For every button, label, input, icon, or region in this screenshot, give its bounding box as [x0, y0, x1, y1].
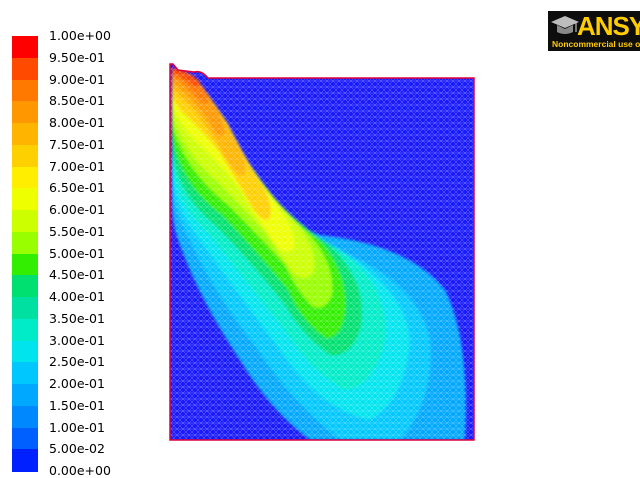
colorbar-swatch — [12, 449, 38, 472]
colorbar-swatch — [12, 384, 38, 407]
colorbar-swatch — [12, 405, 38, 428]
colorbar-swatch — [12, 210, 38, 233]
colorbar-swatch — [12, 144, 38, 167]
colorbar-label: 3.50e-01 — [49, 310, 105, 326]
colorbar-swatch — [12, 123, 38, 146]
colorbar-label: 2.00e-01 — [49, 376, 105, 391]
colorbar-label: 4.50e-01 — [49, 267, 105, 283]
colorbar-swatch — [12, 57, 38, 80]
colorbar-label: 9.00e-01 — [49, 71, 105, 87]
colorbar-label: 8.00e-01 — [49, 115, 105, 130]
colorbar-label: 4.00e-01 — [49, 289, 105, 304]
colorbar-label: 9.50e-01 — [49, 49, 105, 65]
colorbar-swatch — [12, 253, 38, 276]
colorbar — [12, 36, 38, 472]
colorbar-swatch — [12, 188, 38, 211]
colorbar-swatch — [12, 166, 38, 189]
colorbar-swatch — [12, 275, 38, 298]
colorbar-swatch — [12, 36, 38, 59]
colorbar-swatch — [12, 79, 38, 102]
colorbar-swatch — [12, 340, 38, 363]
colorbar-label: 2.50e-01 — [49, 354, 105, 370]
colorbar-swatch — [12, 231, 38, 254]
colorbar-swatch — [12, 101, 38, 124]
colorbar-label: 8.50e-01 — [49, 93, 105, 109]
colorbar-label: 6.00e-01 — [49, 202, 105, 217]
colorbar-swatch — [12, 318, 38, 341]
colorbar-label: 7.50e-01 — [49, 136, 105, 152]
colorbar-label: 1.00e-01 — [49, 419, 105, 435]
colorbar-swatch — [12, 427, 38, 450]
domain-boundary — [169, 63, 475, 441]
contour-field — [170, 64, 474, 440]
ansys-logo: ANSYS Noncommercial use only — [548, 11, 640, 51]
graduation-cap-icon — [551, 16, 579, 34]
colorbar-label: 5.00e-02 — [49, 441, 105, 457]
colorbar-label: 1.00e+00 — [49, 28, 111, 43]
colorbar-label: 3.00e-01 — [49, 332, 105, 348]
logo-text: ANSYS — [577, 11, 640, 41]
colorbar-label: 5.00e-01 — [49, 245, 105, 261]
colorbar-swatch — [12, 362, 38, 385]
colorbar-label: 1.50e-01 — [49, 397, 105, 413]
colorbar-label: 5.50e-01 — [49, 223, 105, 239]
logo-subtitle: Noncommercial use only — [552, 39, 640, 49]
colorbar-swatch — [12, 297, 38, 320]
colorbar-label: 6.50e-01 — [49, 180, 105, 196]
colorbar-label: 7.00e-01 — [49, 158, 105, 174]
colorbar-label: 0.00e+00 — [49, 463, 111, 478]
